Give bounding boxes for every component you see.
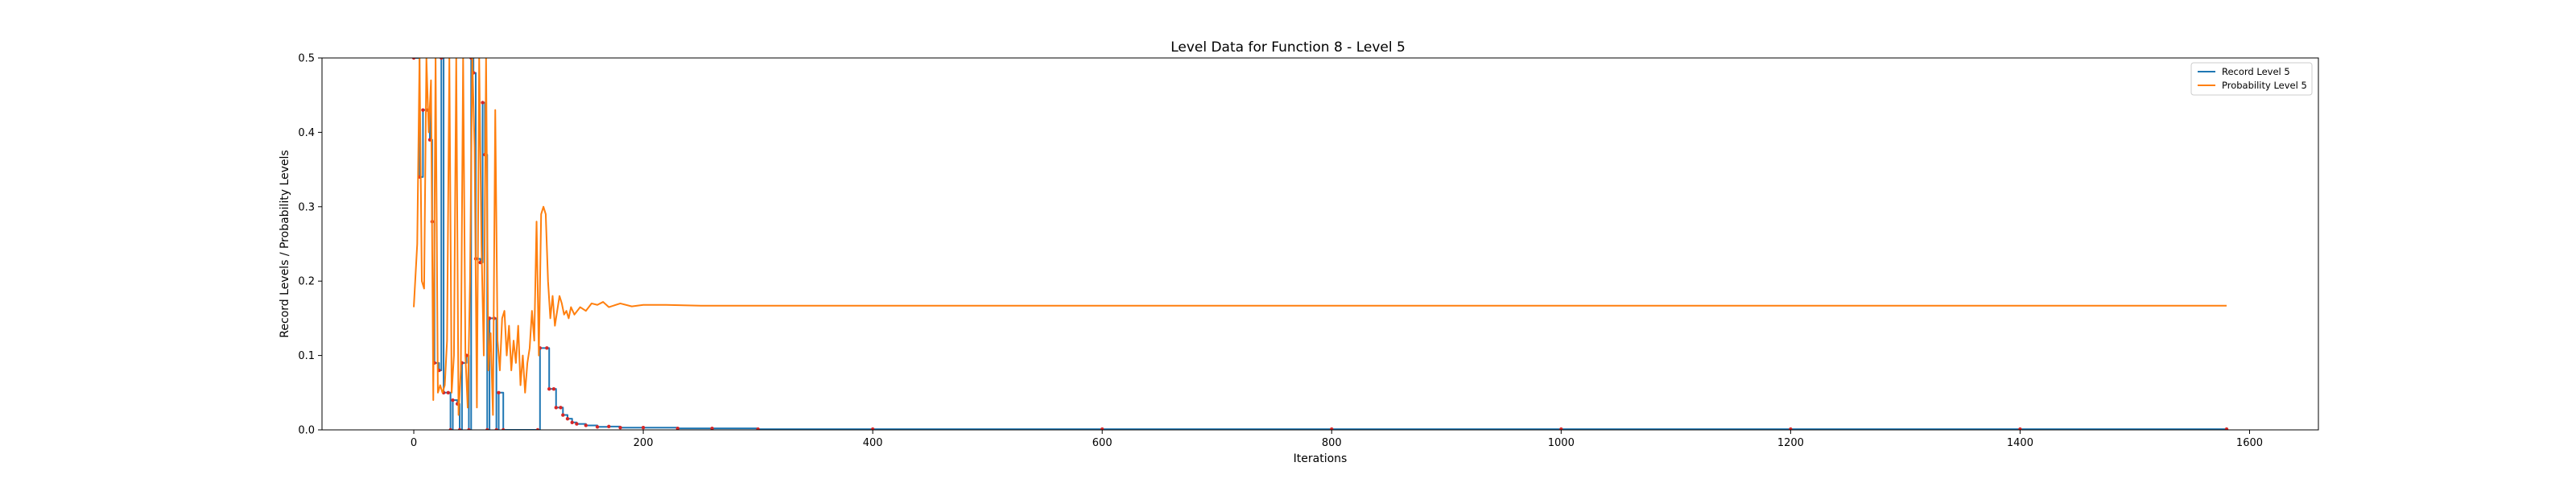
record-point: [421, 108, 425, 112]
record-point: [570, 420, 574, 424]
x-tick-label: 400: [863, 437, 883, 449]
legend-label-probability: Probability Level 5: [2222, 80, 2307, 91]
record-point: [545, 346, 549, 350]
y-tick-label: 0.1: [298, 350, 315, 362]
record-point: [551, 386, 556, 391]
x-tick-label: 600: [1092, 437, 1113, 449]
x-tick-label: 200: [634, 437, 654, 449]
record-point: [446, 390, 450, 394]
series-layer: [411, 58, 2229, 430]
record-point: [457, 427, 462, 430]
x-axis-label: Iterations: [1294, 452, 1348, 465]
x-tick-label: 1200: [1777, 437, 1804, 449]
record-point: [411, 58, 416, 60]
series-line-record: [414, 58, 2227, 430]
record-point: [467, 427, 471, 430]
x-tick-label: 1600: [2236, 437, 2263, 449]
legend-box: [2190, 62, 2313, 96]
record-point: [618, 426, 622, 430]
record-point: [561, 413, 565, 417]
record-point: [756, 427, 760, 430]
y-tick-label: 0.2: [298, 276, 315, 288]
y-tick-label: 0.4: [298, 127, 315, 139]
y-axis-label: Record Levels / Probability Levels: [279, 150, 291, 337]
record-point: [554, 406, 558, 410]
record-point: [547, 386, 551, 391]
record-point: [535, 427, 540, 430]
legend: Record Level 5 Probability Level 5: [2190, 62, 2313, 96]
record-point: [448, 427, 452, 430]
record-point: [2018, 427, 2022, 430]
series-line-probability: [413, 58, 2227, 416]
record-point: [494, 427, 498, 430]
record-point: [501, 427, 506, 430]
record-point: [584, 423, 588, 427]
record-point: [1330, 427, 1334, 430]
record-point: [440, 58, 444, 60]
x-tick-label: 800: [1322, 437, 1342, 449]
record-point: [870, 427, 875, 430]
record-point: [607, 424, 611, 429]
y-tick-label: 0.3: [298, 201, 315, 213]
record-point: [575, 422, 579, 426]
record-point: [710, 426, 714, 430]
record-point: [641, 426, 646, 430]
x-axis: 0 200 400 600 800 1000 1200 1400 1600: [411, 430, 2263, 449]
x-tick-label: 1000: [1548, 437, 1575, 449]
legend-label-record: Record Level 5: [2222, 66, 2290, 77]
record-point: [451, 398, 455, 402]
record-point: [2224, 427, 2229, 430]
y-tick-label: 0.5: [298, 53, 315, 65]
y-tick-label: 0.0: [298, 425, 315, 437]
chart-title: Level Data for Function 8 - Level 5: [1170, 39, 1406, 56]
record-point: [1789, 427, 1793, 430]
record-point: [559, 406, 563, 410]
record-point: [1559, 427, 1563, 430]
record-point: [675, 426, 680, 430]
record-point: [565, 416, 570, 421]
y-axis: 0.0 0.1 0.2 0.3 0.4 0.5: [298, 53, 322, 437]
record-point: [497, 390, 501, 394]
x-tick-label: 0: [411, 437, 417, 449]
record-point: [1100, 427, 1104, 430]
record-point: [485, 427, 489, 430]
record-point: [481, 101, 485, 105]
x-tick-label: 1400: [2007, 437, 2033, 449]
record-point: [595, 425, 600, 429]
plot-frame: [321, 57, 2319, 431]
